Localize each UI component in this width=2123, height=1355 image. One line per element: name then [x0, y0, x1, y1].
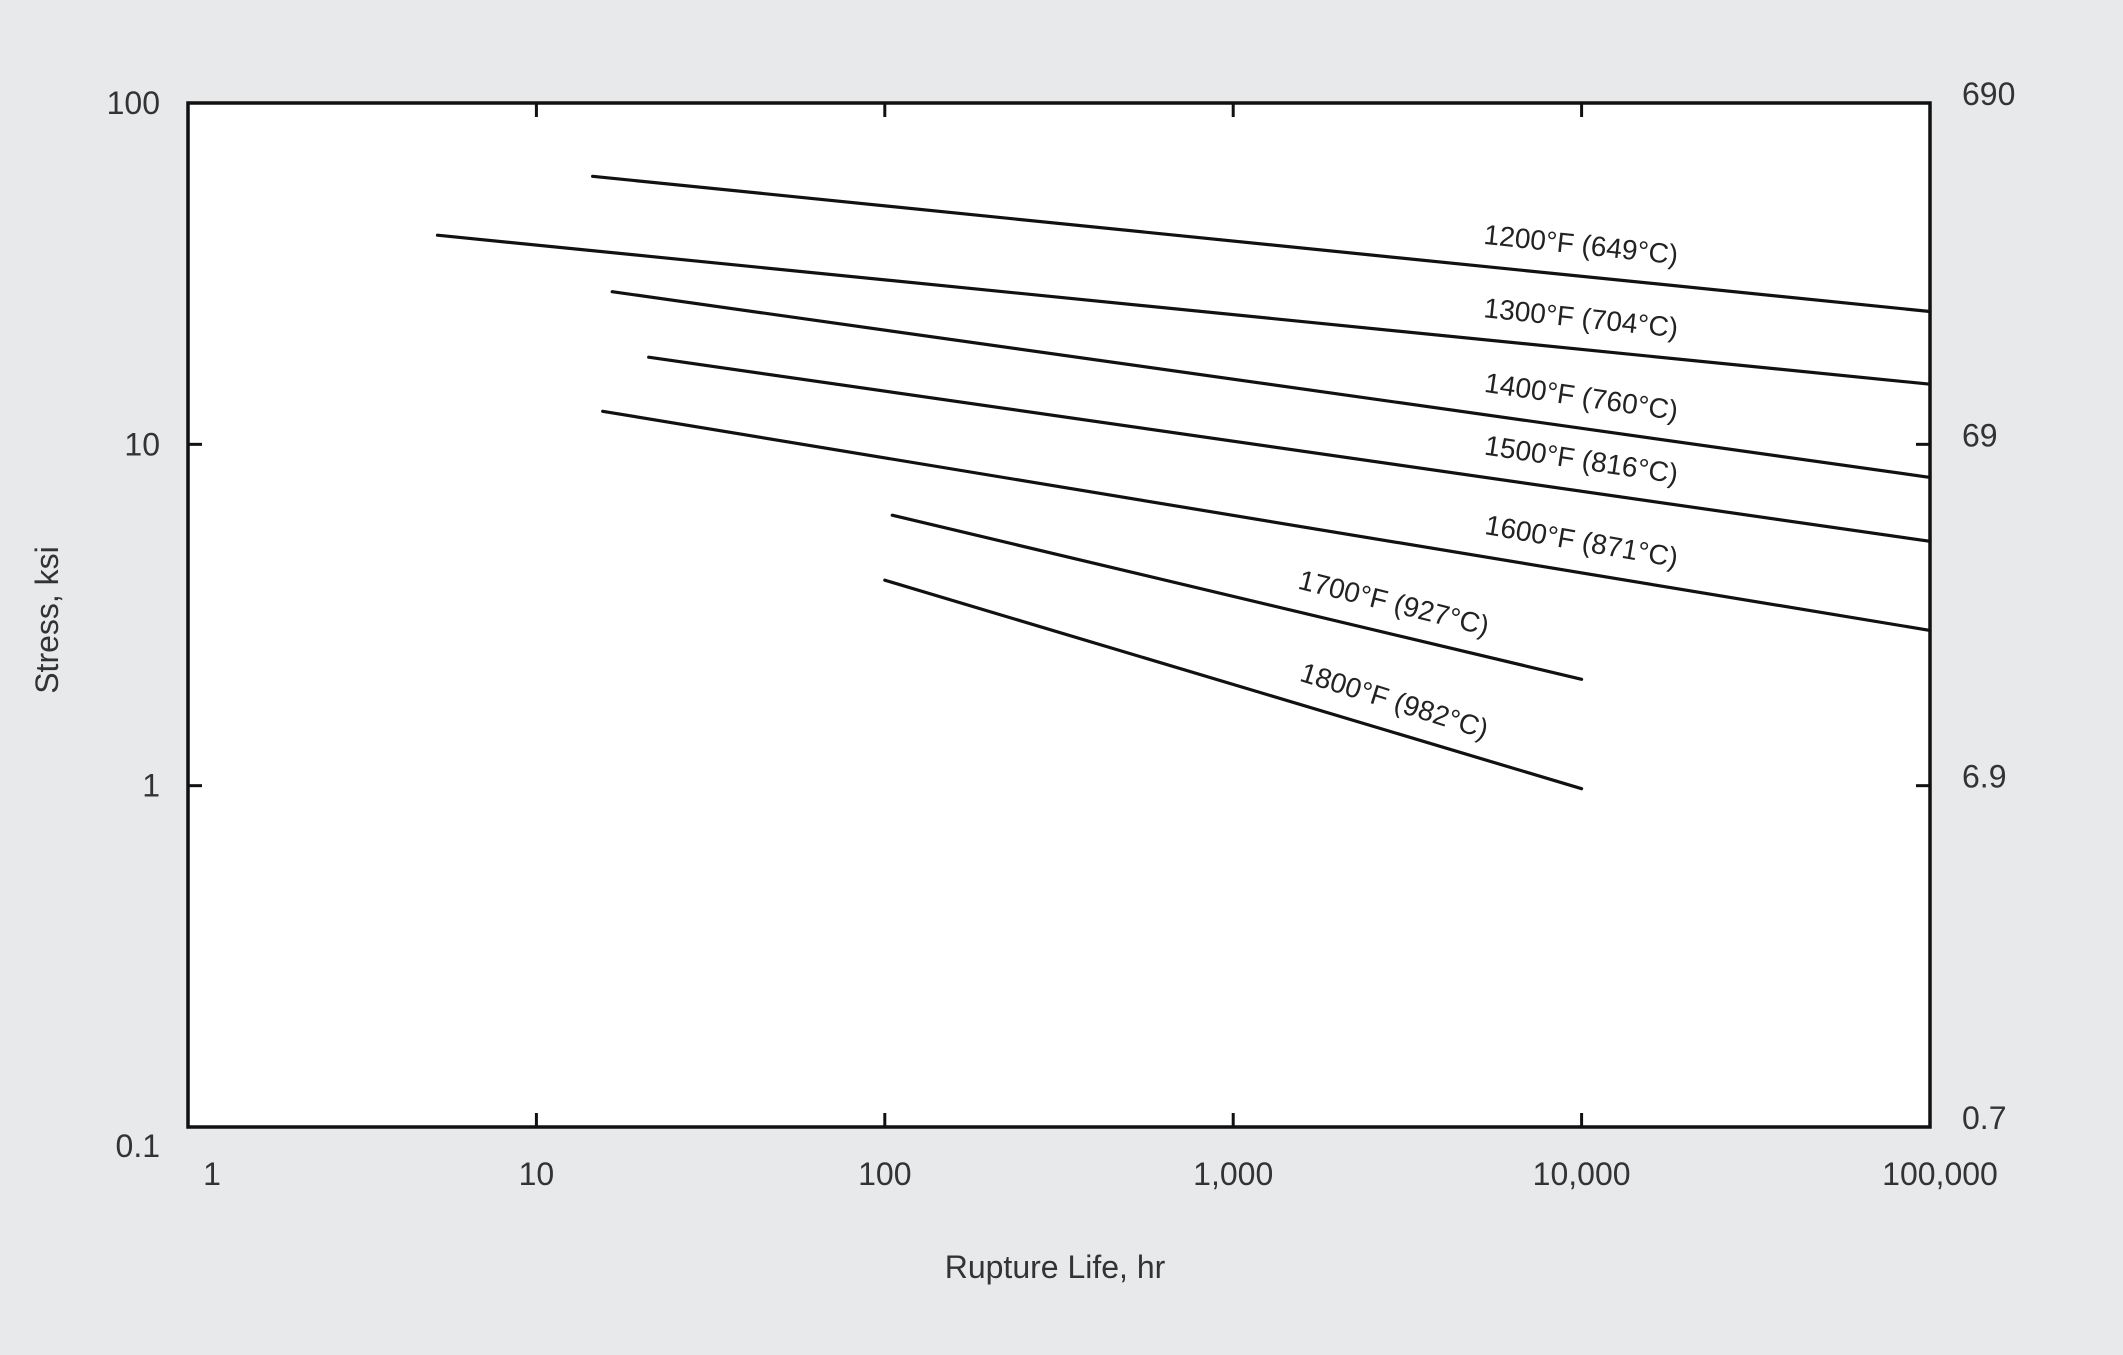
series-line-2 [610, 290, 1932, 479]
x-tick-label: 100,000 [1882, 1156, 1998, 1192]
x-tick-label: 1,000 [1193, 1156, 1273, 1192]
series-line-5 [890, 513, 1584, 681]
y-tick-label-left: 10 [124, 426, 160, 462]
y-tick-label-left: 0.1 [116, 1128, 160, 1164]
y-tick-label-right: 69 [1962, 417, 1998, 453]
series-line-0 [591, 174, 1932, 314]
series-line-6 [883, 578, 1584, 791]
series-line-4 [601, 409, 1932, 632]
y-tick-label-right: 690 [1962, 76, 2015, 112]
y-axis-title: Stress, ksi [29, 546, 65, 694]
x-tick-label: 100 [858, 1156, 911, 1192]
x-tick-label: 1 [203, 1156, 221, 1192]
y-tick-label-left: 100 [107, 85, 160, 121]
series-line-1 [435, 233, 1932, 386]
x-tick-label: 10,000 [1533, 1156, 1631, 1192]
y-tick-label-right: 0.7 [1962, 1100, 2006, 1136]
series-line-3 [647, 355, 1932, 543]
x-axis-title: Rupture Life, hr [945, 1249, 1166, 1285]
series-layer [435, 174, 1932, 791]
y-tick-label-left: 1 [142, 768, 160, 804]
x-tick-label: 10 [519, 1156, 555, 1192]
ticks-layer: 1 10 100 1,000 10,000 100,000 0.1 1 10 100 0.7 6.9 6… [107, 76, 2016, 1192]
y-tick-label-right: 6.9 [1962, 759, 2006, 795]
plot-area [186, 101, 1932, 1129]
